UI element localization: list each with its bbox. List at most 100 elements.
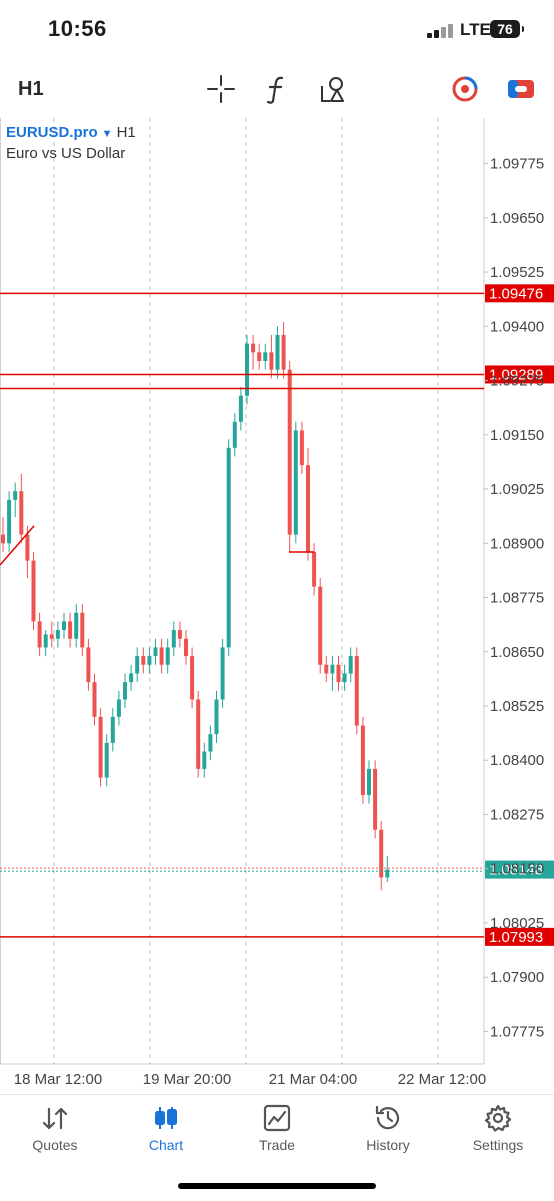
crosshair-icon[interactable] (206, 74, 236, 104)
candle-body (153, 647, 158, 657)
candle (135, 647, 140, 683)
candle (245, 334, 249, 405)
one-click-trading-icon[interactable] (450, 74, 480, 104)
symbol-timeframe: H1 (116, 124, 136, 141)
level-price-tag: 1.07993 (485, 927, 554, 946)
price-tick-label: 1.09525 (490, 264, 544, 281)
price-tick-label: 1.08525 (490, 698, 544, 715)
candle-body (354, 656, 359, 726)
price-tick-label: 1.09400 (490, 318, 544, 335)
symbol-name[interactable]: EURUSD.pro (6, 124, 98, 141)
price-tick-label: 1.08775 (490, 590, 544, 607)
symbol-header[interactable]: EURUSD.pro ▼ H1 (6, 124, 136, 141)
candle-body (324, 664, 329, 674)
price-tick-label: 1.09775 (490, 156, 544, 173)
candle (348, 647, 353, 683)
candle-body (135, 656, 140, 674)
candle-body (37, 621, 42, 648)
candle-body (220, 647, 225, 700)
candle (74, 604, 79, 648)
candle (354, 647, 359, 735)
candle-body (342, 673, 347, 683)
time-tick-label: 22 Mar 12:00 (398, 1071, 486, 1088)
candle-body (287, 369, 292, 535)
nav-settings[interactable]: Settings (443, 1095, 553, 1175)
candle-body (238, 395, 243, 422)
level-tag-bg (485, 927, 554, 946)
candle-body (159, 647, 164, 665)
level-price-tag: 1.09476 (485, 284, 554, 303)
candle-body (245, 343, 249, 396)
candle (373, 760, 378, 839)
candle (86, 638, 91, 691)
candle (141, 647, 146, 674)
candle (385, 855, 390, 882)
nav-chart[interactable]: Chart (111, 1095, 221, 1175)
candle-body (330, 664, 335, 674)
candle-body (62, 621, 66, 631)
candlestick-chart-icon (155, 1107, 177, 1129)
price-tick-label: 1.09650 (490, 210, 544, 227)
candle (232, 413, 237, 457)
candle-body (318, 586, 323, 665)
candle (98, 708, 103, 787)
candle (68, 612, 73, 648)
candle-body (208, 734, 213, 752)
nav-trade[interactable]: Trade (222, 1095, 332, 1175)
price-levels: 1.09476 1.09289 1.07993 1.08148 (0, 284, 554, 946)
level-price-tag: 1.09289 (485, 365, 554, 384)
candle-body (281, 334, 286, 370)
candle (184, 630, 188, 665)
candle-body (373, 768, 378, 830)
candle (336, 656, 341, 691)
candle (165, 638, 170, 674)
candle (287, 361, 292, 552)
candle (13, 482, 18, 518)
candle-body (1, 534, 5, 544)
candle (153, 638, 158, 665)
objects-icon[interactable] (318, 74, 348, 104)
quotes-icon (42, 1107, 68, 1130)
candle-body (141, 656, 146, 665)
candle (7, 491, 12, 552)
candle-body (147, 656, 152, 665)
candle (110, 708, 115, 752)
candle-body (25, 534, 30, 561)
candle-body (379, 829, 384, 878)
level-tag-label: 1.07993 (489, 929, 543, 946)
candle-body (299, 430, 304, 466)
candle-body (80, 612, 85, 648)
candle-body (202, 751, 207, 769)
candle-body (129, 673, 134, 683)
candle-body (68, 621, 73, 639)
trade-toggle-icon[interactable] (506, 74, 536, 104)
candle (129, 664, 134, 691)
nav-quotes[interactable]: Quotes (0, 1095, 110, 1175)
candle-body (92, 682, 97, 717)
price-tick-label: 1.08150 (490, 861, 544, 878)
timeframe-button[interactable]: H1 (18, 78, 44, 100)
candle (208, 725, 213, 761)
nav-label: History (366, 1137, 410, 1153)
function-icon[interactable] (262, 74, 292, 104)
candle (177, 621, 182, 648)
price-tick-label: 1.08025 (490, 915, 544, 932)
chart-grid (0, 118, 485, 1065)
candle-body (367, 768, 371, 795)
candle (312, 543, 317, 596)
candle-body (177, 630, 182, 639)
candle (269, 334, 274, 379)
chevron-down-icon[interactable]: ▼ (101, 128, 113, 140)
time-axis: 18 Mar 12:00 19 Mar 20:00 21 Mar 04:00 22 M… (14, 1071, 486, 1088)
candle-body (55, 630, 60, 639)
candle-body (226, 447, 231, 648)
candle (49, 621, 54, 648)
home-indicator (178, 1183, 376, 1189)
chart-area[interactable]: 1.09476 1.09289 1.07993 1.08148 1.09775 1.09… (0, 118, 554, 1094)
price-tick-label: 1.08650 (490, 644, 544, 661)
candle-body (190, 656, 195, 700)
candle (367, 760, 371, 804)
candle-body (31, 560, 36, 622)
nav-history[interactable]: History (333, 1095, 443, 1175)
